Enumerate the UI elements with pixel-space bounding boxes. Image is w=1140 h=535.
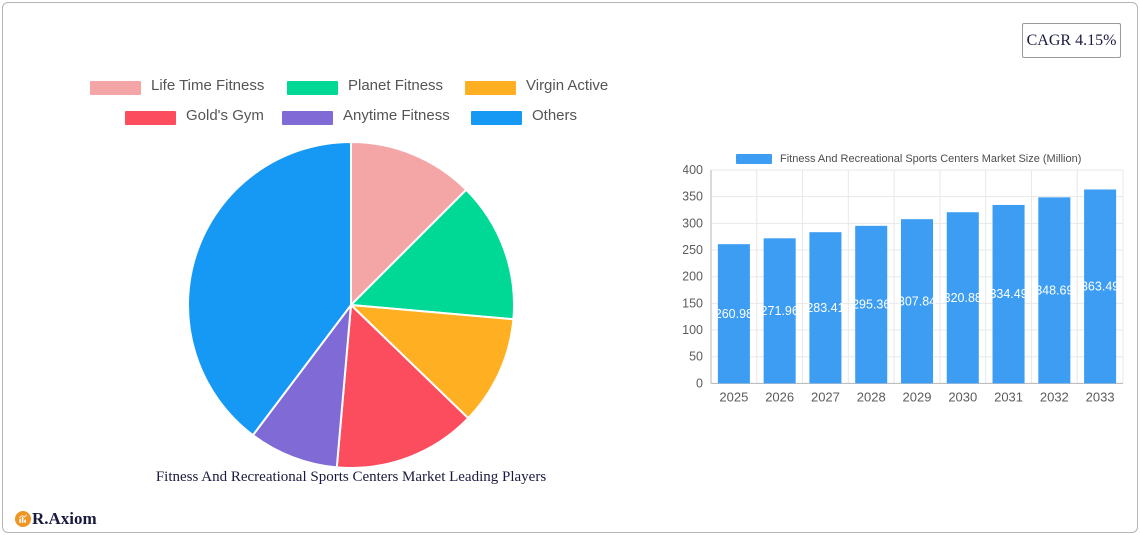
svg-text:100: 100 [683, 323, 703, 337]
svg-text:2025: 2025 [719, 389, 748, 404]
svg-text:2030: 2030 [948, 389, 977, 404]
svg-text:271.96: 271.96 [761, 304, 799, 318]
svg-text:350: 350 [683, 190, 703, 204]
svg-text:200: 200 [683, 270, 703, 284]
svg-text:295.36: 295.36 [852, 298, 890, 312]
svg-text:283.41: 283.41 [806, 301, 844, 315]
svg-text:2029: 2029 [903, 389, 932, 404]
svg-text:400: 400 [683, 163, 703, 177]
svg-text:150: 150 [683, 296, 703, 310]
svg-text:363.49: 363.49 [1081, 279, 1119, 293]
svg-text:50: 50 [689, 350, 703, 364]
svg-text:307.84: 307.84 [898, 294, 936, 308]
svg-text:2027: 2027 [811, 389, 840, 404]
svg-text:348.69: 348.69 [1035, 283, 1073, 297]
svg-text:320.88: 320.88 [944, 291, 982, 305]
svg-text:2031: 2031 [994, 389, 1023, 404]
svg-text:2026: 2026 [765, 389, 794, 404]
svg-text:260.98: 260.98 [715, 307, 753, 321]
svg-text:300: 300 [683, 216, 703, 230]
svg-text:2028: 2028 [857, 389, 886, 404]
svg-text:2033: 2033 [1086, 389, 1115, 404]
svg-text:250: 250 [683, 243, 703, 257]
svg-text:2032: 2032 [1040, 389, 1069, 404]
svg-text:0: 0 [696, 376, 703, 390]
svg-text:334.49: 334.49 [989, 287, 1027, 301]
